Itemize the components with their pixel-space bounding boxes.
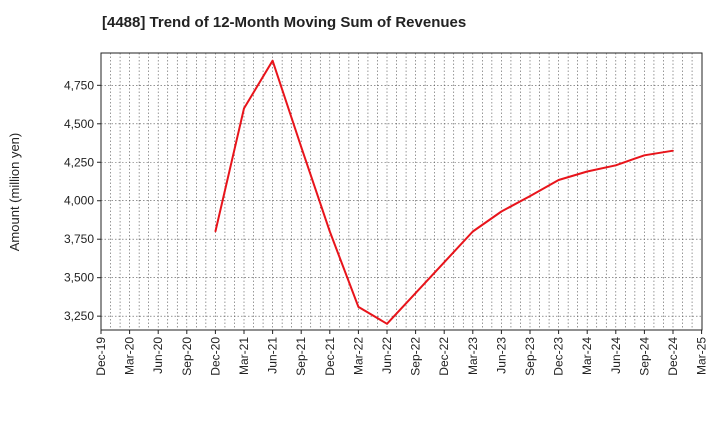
y-tick-label: 4,500 [64,117,94,131]
y-tick-label: 3,250 [64,309,94,323]
y-tick-label: 4,000 [64,194,94,208]
series-layer [214,59,674,325]
x-tick-label: Sep-24 [637,337,651,376]
x-tick-label: Sep-22 [409,337,423,376]
x-tick-label: Jun-24 [609,337,623,374]
y-axis-title: Amount (million yen) [7,133,22,252]
y-tick-label: 3,750 [64,232,94,246]
x-tick-label: Jun-23 [494,337,508,374]
y-axis-tick-labels: 3,250 3,500 3,750 4,000 4,250 4,500 4,750 [64,78,101,323]
y-tick-label: 4,750 [64,78,94,92]
x-tick-label: Dec-20 [208,337,222,376]
y-tick-label: 3,500 [64,271,94,285]
data-point [643,154,646,157]
x-tick-label: Mar-22 [351,337,365,375]
data-point [557,179,560,181]
data-point [414,292,417,294]
data-point [386,323,388,325]
y-tick-label: 4,250 [64,155,94,169]
x-axis-tick-labels: Dec-19 Mar-20 Jun-20 Sep-20 Dec-20 Mar-21 Jun-… [94,330,709,376]
data-point [300,146,303,148]
chart-title: [4488] Trend of 12-Month Moving Sum of R… [102,14,467,31]
x-tick-label: Dec-19 [94,337,108,376]
data-point [214,230,217,233]
data-point [615,164,617,167]
x-tick-label: Mar-21 [237,337,251,375]
data-point [672,149,674,152]
data-point [271,59,274,62]
x-tick-label: Sep-23 [523,337,537,376]
x-tick-label: Dec-24 [666,337,680,376]
x-tick-label: Sep-20 [180,337,194,376]
grid-layer [101,53,702,330]
data-point [443,261,446,264]
x-tick-label: Mar-23 [466,337,480,375]
data-point [329,230,331,233]
data-point [357,306,360,308]
x-tick-label: Sep-21 [294,337,308,376]
data-point [586,170,588,173]
data-point [472,230,474,233]
x-tick-label: Dec-21 [323,337,337,376]
x-tick-label: Dec-22 [437,337,451,376]
x-tick-label: Dec-23 [552,337,566,376]
x-tick-label: Mar-25 [695,337,709,375]
x-tick-label: Jun-22 [380,337,394,374]
x-tick-label: Mar-20 [123,337,137,375]
data-point [529,195,531,197]
x-tick-label: Jun-21 [266,337,280,374]
x-tick-label: Mar-24 [580,337,594,375]
plot-frame [100,52,703,331]
data-point [243,107,245,110]
data-point [500,210,503,213]
x-tick-label: Jun-20 [151,337,165,374]
